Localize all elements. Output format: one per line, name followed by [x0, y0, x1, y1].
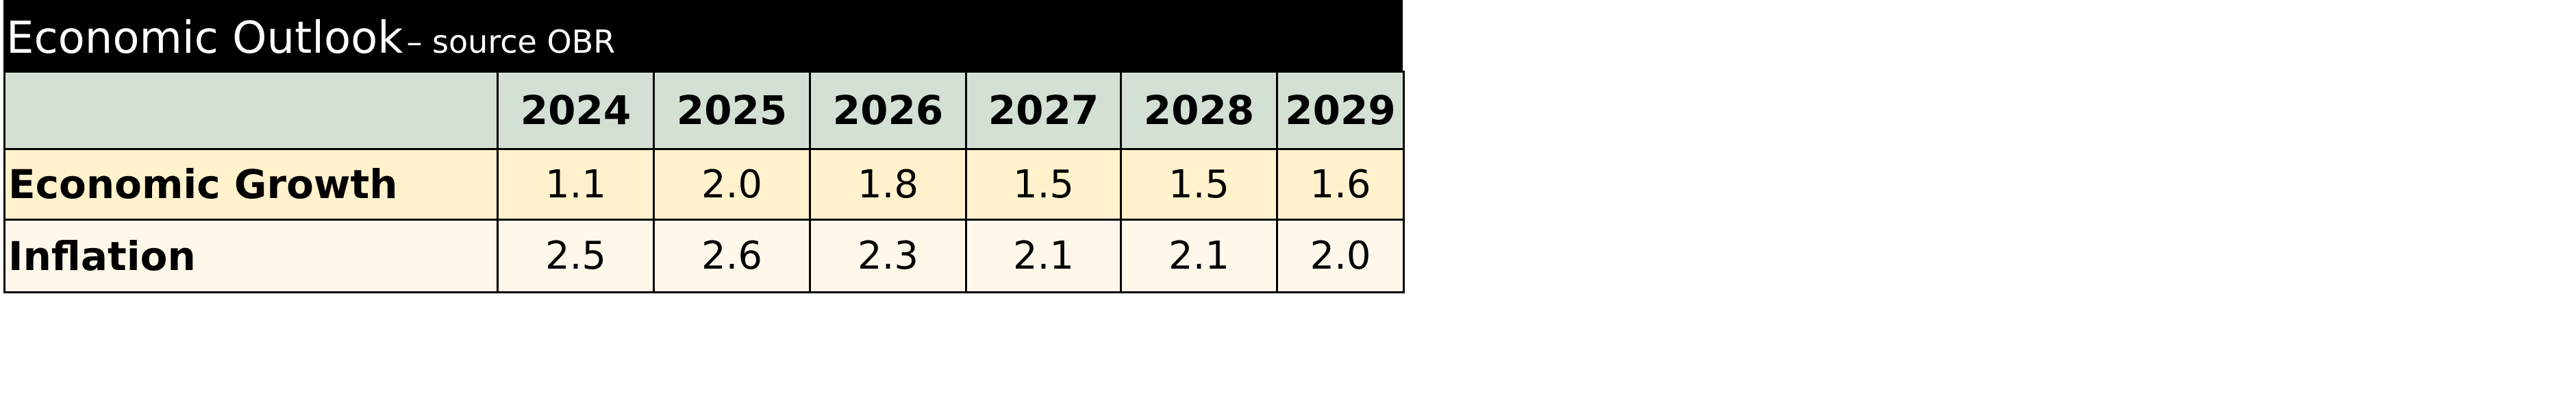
value-cell: 1.5 — [965, 148, 1122, 221]
value-cell: 1.8 — [809, 148, 967, 221]
row-label: Economic Growth — [3, 148, 499, 221]
value-cell: 2.1 — [965, 219, 1122, 293]
row-label: Inflation — [3, 219, 499, 293]
value-cell: 1.6 — [1276, 148, 1405, 221]
title: Economic Outlook — [6, 13, 403, 64]
column-header: 2028 — [1120, 71, 1278, 150]
value-cell: 2.1 — [1120, 219, 1278, 293]
header-row: 2024 2025 2026 2027 2028 2029 — [3, 71, 1405, 150]
value-cell: 2.0 — [653, 148, 811, 221]
value-cell: 1.1 — [497, 148, 655, 221]
column-header: 2029 — [1276, 71, 1405, 150]
outlook-table: Economic Outlook – source OBR 2024 2025 20… — [3, 0, 1405, 293]
value-cell: 2.0 — [1276, 219, 1405, 293]
value-cell: 2.6 — [653, 219, 811, 293]
value-cell: 2.3 — [809, 219, 967, 293]
title-bar: Economic Outlook – source OBR — [3, 0, 1403, 71]
corner-cell — [3, 71, 499, 150]
column-header: 2026 — [809, 71, 967, 150]
value-cell: 2.5 — [497, 219, 655, 293]
column-header: 2025 — [653, 71, 811, 150]
table-body: 2024 2025 2026 2027 2028 2029 Economic Growth… — [3, 71, 1405, 293]
table: 2024 2025 2026 2027 2028 2029 Economic Growth… — [3, 71, 1405, 293]
value-cell: 1.5 — [1120, 148, 1278, 221]
data-row: Economic Growth 1.1 2.0 1.8 1.5 1.5 1.6 — [3, 148, 1405, 221]
column-header: 2027 — [965, 71, 1122, 150]
subtitle: – source OBR — [406, 23, 616, 60]
column-header: 2024 — [497, 71, 655, 150]
data-row: Inflation 2.5 2.6 2.3 2.1 2.1 2.0 — [3, 219, 1405, 293]
